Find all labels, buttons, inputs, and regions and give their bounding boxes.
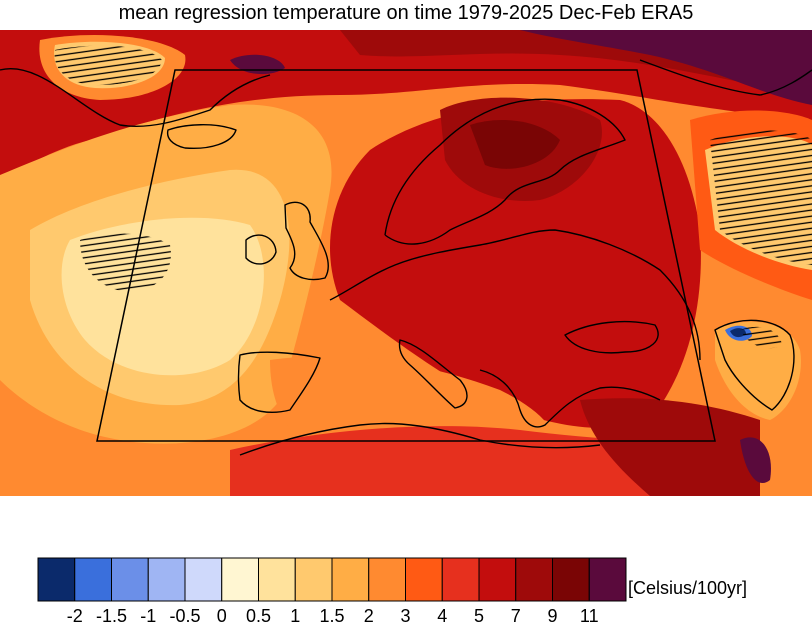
colorbar-tick-label: -0.5: [169, 606, 201, 626]
coast-iceland: [166, 124, 237, 150]
colorbar-tick-label: 0.5: [245, 606, 272, 626]
colorbar: [37, 557, 627, 602]
coast-black-sea: [564, 320, 659, 354]
coast-britain: [284, 201, 329, 281]
colorbar-tick-label: -1.5: [95, 606, 128, 626]
colorbar-swatch: [441, 557, 480, 602]
colorbar-tick-label: 3: [400, 606, 411, 626]
field-east-dark: [580, 398, 760, 496]
colorbar-swatch: [221, 557, 259, 602]
hatch-atlantic: [80, 233, 171, 292]
field-north-band: [0, 30, 812, 180]
colorbar-swatch: [552, 557, 590, 602]
colorbar-swatch: [331, 557, 370, 602]
colorbar-swatch: [184, 557, 223, 602]
field-arctic-purple: [520, 30, 812, 105]
colorbar-swatch: [588, 557, 627, 602]
colorbar-swatch: [37, 557, 76, 602]
coast-iberia: [237, 351, 321, 413]
colorbar-swatch: [74, 557, 112, 602]
coast-continent: [329, 229, 701, 361]
coast-north-africa: [239, 422, 601, 456]
colorbar-tick-label: 4: [437, 606, 448, 626]
field-europe-red: [330, 99, 701, 429]
colorbar-swatch: [515, 557, 553, 602]
colorbar-tick-label: 11: [579, 606, 599, 626]
field-caspian-warm: [715, 321, 801, 420]
temperature-trend-map: [0, 30, 812, 496]
coast-balkans: [479, 369, 661, 428]
colorbar-swatch: [368, 557, 406, 602]
colorbar-tick-label: 1.5: [319, 606, 345, 626]
field-iraq-purple: [740, 437, 771, 484]
colorbar-swatch: [405, 557, 443, 602]
coast-scandinavia: [384, 98, 626, 245]
colorbar-tick-label: 9: [547, 606, 558, 626]
colorbar-tick-label: 0: [216, 606, 227, 626]
coast-arctic: [639, 59, 812, 96]
coast-italy: [398, 339, 468, 409]
field-baltic-dark: [470, 120, 560, 169]
hatch-siberia: [710, 130, 812, 265]
colorbar-tick-label: -2: [66, 606, 83, 626]
colorbar-tick-label: 1: [290, 606, 301, 626]
coast-greenland: [0, 68, 271, 128]
colorbar-swatch: [147, 557, 186, 602]
coastlines: [0, 59, 812, 456]
colorbar-swatch: [258, 557, 296, 602]
colorbar-swatch: [111, 557, 149, 602]
colorbar-tick-label: 5: [473, 606, 485, 626]
colorbar-tick-label: 2: [363, 606, 374, 626]
coast-ireland: [245, 234, 277, 265]
colorbar-swatch: [478, 557, 517, 602]
colorbar-tick-label: -1: [140, 606, 157, 626]
map-title: mean regression temperature on time 1979…: [118, 2, 694, 24]
domain-box: [96, 69, 716, 442]
hatch-greenland-sea: [54, 45, 163, 86]
colorbar-unit-label: [Celsius/100yr]: [628, 578, 748, 598]
colorbar-swatch: [294, 557, 333, 602]
hatch-caspian: [740, 326, 782, 349]
colorbar-tick-label: 7: [510, 606, 521, 626]
coast-caspian: [714, 319, 795, 411]
